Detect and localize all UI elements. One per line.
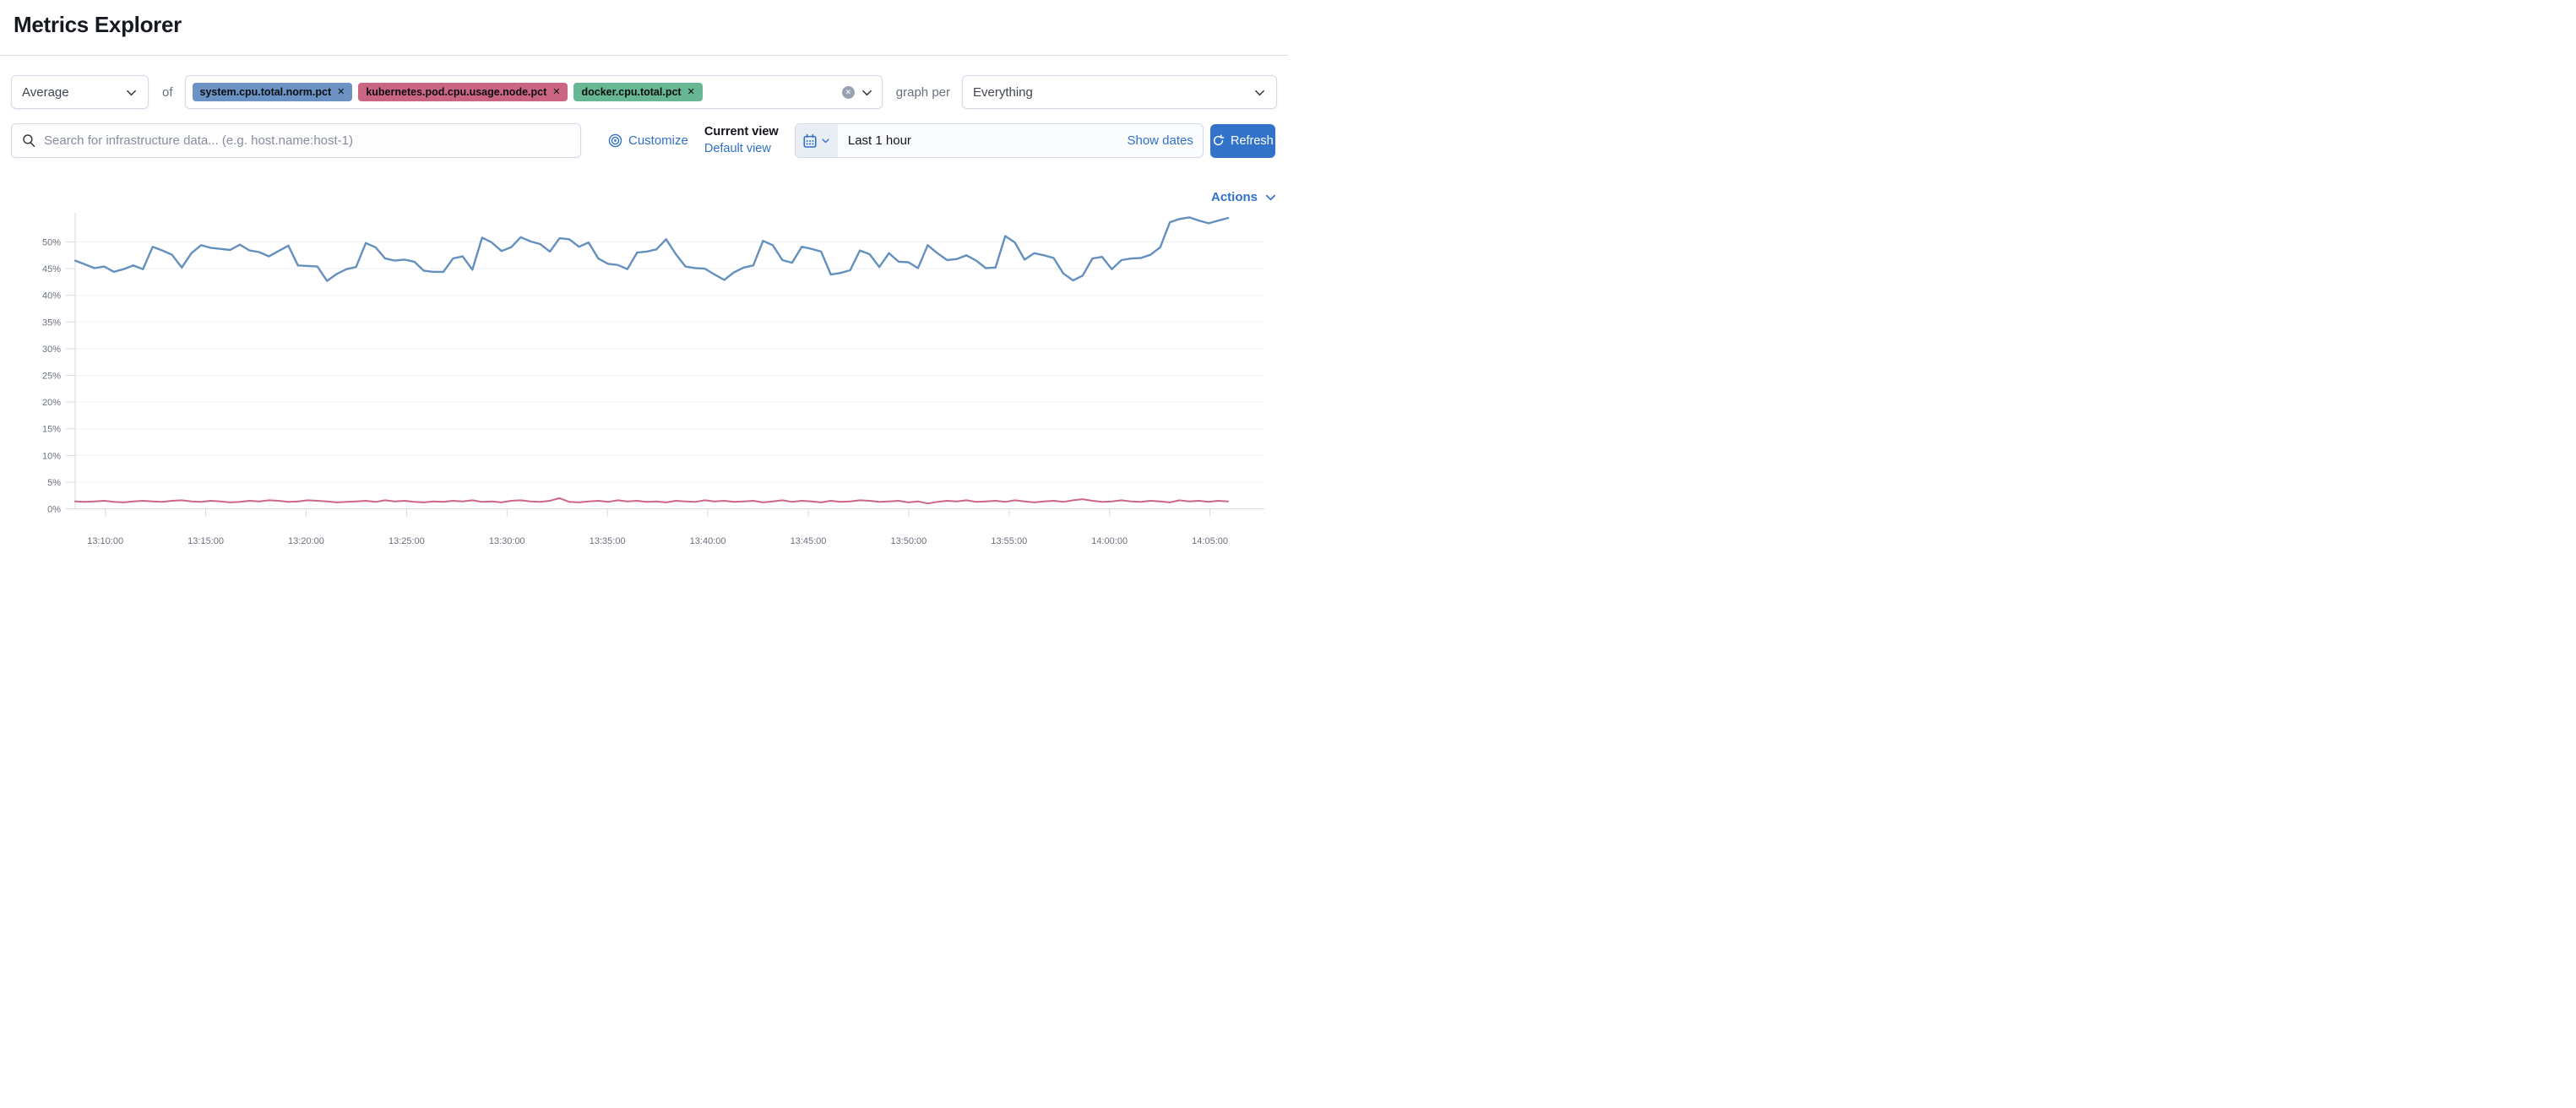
- svg-text:45%: 45%: [42, 264, 61, 274]
- svg-text:14:00:00: 14:00:00: [1091, 536, 1128, 546]
- date-picker: Last 1 hour Show dates: [794, 123, 1204, 158]
- remove-metric-icon[interactable]: ✕: [337, 86, 345, 97]
- of-label: of: [162, 84, 173, 100]
- remove-metric-icon[interactable]: ✕: [687, 86, 695, 97]
- metric-tag-label: kubernetes.pod.cpu.usage.node.pct: [366, 86, 547, 98]
- refresh-button[interactable]: Refresh: [1209, 123, 1275, 158]
- view-selector: Current view Default view: [704, 125, 795, 155]
- svg-text:25%: 25%: [42, 372, 61, 382]
- metric-tag[interactable]: docker.cpu.total.pct ✕: [573, 83, 703, 101]
- page-header: Metrics Explorer: [0, 0, 1288, 55]
- customize-label: Customize: [628, 133, 688, 148]
- clear-all-metrics-icon[interactable]: ✕: [841, 85, 855, 99]
- svg-text:10%: 10%: [42, 451, 61, 461]
- metric-expression-row: Average of system.cpu.total.norm.pct ✕ k…: [11, 75, 1277, 109]
- metrics-combobox[interactable]: system.cpu.total.norm.pct ✕ kubernetes.p…: [184, 75, 883, 109]
- svg-text:50%: 50%: [42, 238, 61, 248]
- svg-text:13:35:00: 13:35:00: [590, 536, 626, 546]
- header-divider: [0, 55, 1288, 56]
- chevron-down-icon: [1264, 191, 1277, 204]
- page-title: Metrics Explorer: [14, 12, 182, 37]
- metric-tag-label: system.cpu.total.norm.pct: [199, 86, 332, 98]
- chevron-down-icon: [822, 138, 829, 144]
- view-name-link[interactable]: Default view: [704, 141, 771, 155]
- svg-text:13:40:00: 13:40:00: [690, 536, 726, 546]
- remove-metric-icon[interactable]: ✕: [552, 86, 561, 97]
- actions-menu-button[interactable]: Actions: [1211, 188, 1277, 205]
- svg-text:13:20:00: 13:20:00: [288, 536, 324, 546]
- chevron-down-icon: [1253, 86, 1266, 99]
- actions-label: Actions: [1210, 189, 1258, 204]
- search-icon: [23, 134, 35, 148]
- search-input[interactable]: [44, 133, 570, 148]
- customize-button[interactable]: Customize: [608, 133, 688, 148]
- metric-tag[interactable]: kubernetes.pod.cpu.usage.node.pct ✕: [358, 83, 568, 101]
- time-range-value[interactable]: Last 1 hour: [847, 133, 911, 148]
- svg-text:15%: 15%: [42, 425, 61, 435]
- calendar-icon: [803, 133, 817, 148]
- refresh-icon: [1213, 134, 1225, 146]
- svg-text:0%: 0%: [47, 505, 61, 515]
- group-by-select[interactable]: Everything: [962, 75, 1277, 109]
- search-time-row: Customize Current view Default view Last…: [11, 123, 1277, 158]
- svg-text:13:45:00: 13:45:00: [791, 536, 827, 546]
- show-dates-button[interactable]: Show dates: [1117, 133, 1202, 148]
- search-box[interactable]: [11, 123, 581, 158]
- svg-text:13:30:00: 13:30:00: [489, 536, 525, 546]
- chevron-down-icon[interactable]: [861, 86, 873, 99]
- refresh-label: Refresh: [1230, 133, 1274, 148]
- customize-icon: [608, 133, 622, 148]
- quick-select-button[interactable]: [795, 124, 838, 157]
- svg-text:13:25:00: 13:25:00: [389, 536, 425, 546]
- metric-tag[interactable]: system.cpu.total.norm.pct ✕: [192, 83, 353, 101]
- svg-text:30%: 30%: [42, 345, 61, 355]
- metrics-line-chart[interactable]: 0% 5% 10% 15% 20% 25% 30% 35% 40% 45% 50% 13:10:00 1…: [0, 209, 1288, 551]
- svg-text:13:10:00: 13:10:00: [87, 536, 123, 546]
- chevron-down-icon: [125, 86, 138, 99]
- svg-text:14:05:00: 14:05:00: [1192, 536, 1228, 546]
- svg-text:40%: 40%: [42, 291, 61, 301]
- group-by-value: Everything: [973, 84, 1033, 100]
- aggregation-select[interactable]: Average: [11, 75, 149, 109]
- current-view-label: Current view: [704, 125, 779, 139]
- chart-toolbar: Actions: [11, 188, 1277, 205]
- svg-text:13:50:00: 13:50:00: [890, 536, 927, 546]
- svg-text:13:15:00: 13:15:00: [187, 536, 224, 546]
- svg-text:20%: 20%: [42, 398, 61, 408]
- graph-per-label: graph per: [895, 84, 950, 100]
- svg-text:13:55:00: 13:55:00: [991, 536, 1027, 546]
- svg-text:35%: 35%: [42, 318, 61, 328]
- aggregation-value: Average: [22, 84, 69, 100]
- metric-tag-label: docker.cpu.total.pct: [581, 86, 682, 98]
- svg-text:5%: 5%: [47, 478, 61, 488]
